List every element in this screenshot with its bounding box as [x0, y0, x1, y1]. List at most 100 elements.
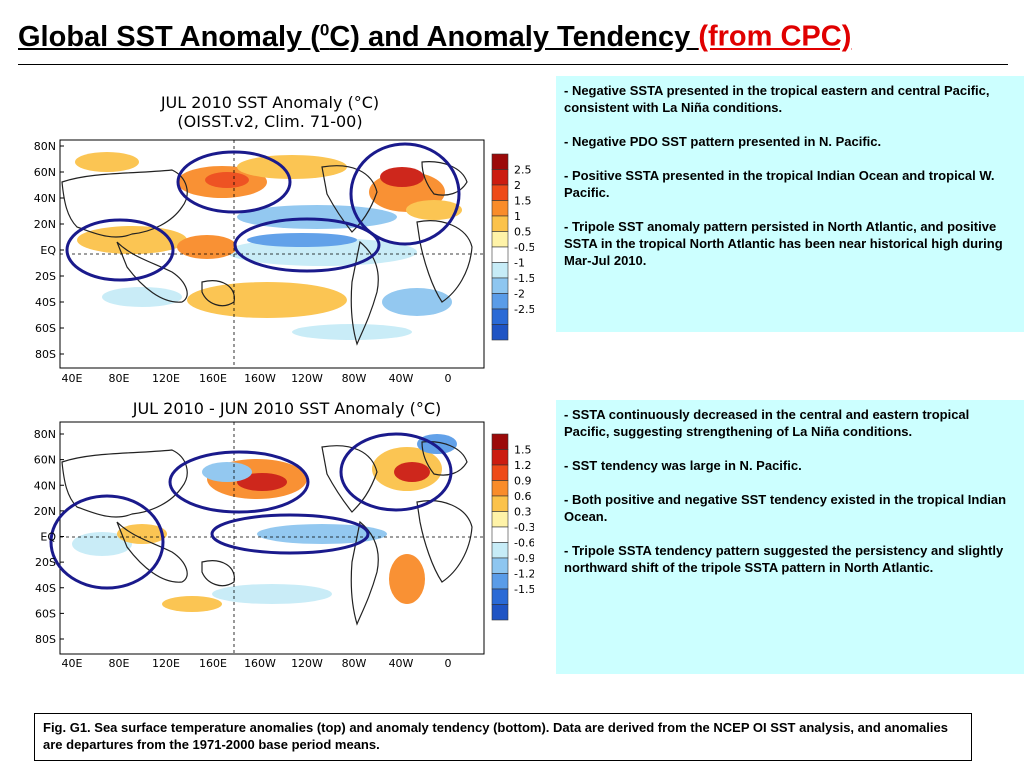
- legend-label: -1.5: [514, 272, 534, 285]
- bottom-notes-box: - SSTA continuously decreased in the cen…: [556, 400, 1024, 674]
- slide-title: Global SST Anomaly (0C) and Anomaly Tend…: [18, 20, 851, 54]
- legend-label: -1: [514, 257, 525, 270]
- lat-label: 80N: [34, 140, 56, 153]
- bottom-map-area: 80N 60N 40N 20N EQ 20S 40S 60S 80S 40E 80E 120E 160…: [34, 422, 484, 670]
- legend-label: 0.9: [514, 475, 532, 488]
- legend-label: 2: [514, 179, 521, 192]
- lat-label: 20S: [35, 270, 56, 283]
- legend-label: 2.5: [514, 164, 532, 177]
- legend-label: 1.5: [514, 195, 532, 208]
- lat-label: 60N: [34, 454, 56, 467]
- lon-label: 40W: [389, 372, 414, 385]
- bottom-note-3: - Both positive and negative SST tendenc…: [564, 491, 1012, 525]
- lat-label: 40N: [34, 479, 56, 492]
- figure-caption: Fig. G1. Sea surface temperature anomali…: [34, 713, 972, 761]
- lat-label: 20S: [35, 556, 56, 569]
- lon-label: 40E: [62, 657, 83, 670]
- lon-label: 160W: [244, 657, 276, 670]
- lat-label: 20N: [34, 505, 56, 518]
- bottom-note-1: - SSTA continuously decreased in the cen…: [564, 406, 1012, 440]
- legend-swatch: [492, 294, 508, 310]
- legend-label: 1.2: [514, 459, 532, 472]
- lat-label: EQ: [40, 531, 56, 544]
- legend-swatch: [492, 434, 508, 450]
- slide-title-source: (from CPC): [698, 21, 851, 53]
- bottom-map-legend: 1.5 1.2 0.9 0.6 0.3 -0.3 -0.6 -0.9 -1.2 -1.5: [492, 434, 534, 620]
- legend-swatch: [492, 496, 508, 512]
- legend-label: 0.3: [514, 506, 532, 519]
- top-sst-anomaly-map: JUL 2010 SST Anomaly (°C) (OISST.v2, Cli…: [22, 82, 534, 388]
- legend-swatch: [492, 232, 508, 248]
- top-note-1: - Negative SSTA presented in the tropica…: [564, 82, 1012, 116]
- lon-label: 80E: [109, 372, 130, 385]
- lat-label: 40N: [34, 192, 56, 205]
- lon-label: 160E: [199, 372, 227, 385]
- lon-label: 0: [445, 657, 452, 670]
- legend-swatch: [492, 605, 508, 621]
- lat-label: 20N: [34, 218, 56, 231]
- top-map-lon-labels: 40E 80E 120E 160E 160W 120W 80W 40W 0: [62, 372, 452, 385]
- lon-label: 120W: [291, 657, 323, 670]
- lat-label: 40S: [35, 582, 56, 595]
- lon-label: 120W: [291, 372, 323, 385]
- lon-label: 80W: [342, 657, 367, 670]
- lon-label: 160E: [199, 657, 227, 670]
- lon-label: 40W: [389, 657, 414, 670]
- legend-swatch: [492, 481, 508, 497]
- legend-label: 1: [514, 210, 521, 223]
- lat-label: EQ: [40, 244, 56, 257]
- lat-label: 60S: [35, 322, 56, 335]
- top-map-legend: 2.5 2 1.5 1 0.5 -0.5 -1 -1.5 -2 -2.5: [492, 154, 534, 340]
- top-notes-box: - Negative SSTA presented in the tropica…: [556, 76, 1024, 332]
- legend-swatch: [492, 170, 508, 186]
- lat-label: 60S: [35, 607, 56, 620]
- top-map-title-line2: (OISST.v2, Clim. 71-00): [177, 112, 362, 131]
- slide-title-main: Global SST Anomaly (0C) and Anomaly Tend…: [18, 21, 698, 53]
- legend-swatch: [492, 263, 508, 279]
- legend-swatch: [492, 574, 508, 590]
- bottom-note-2: - SST tendency was large in N. Pacific.: [564, 457, 1012, 474]
- legend-swatch: [492, 278, 508, 294]
- top-map-area: 80N60N40N20NEQ20S40S60S80S 40E 80E 120E 160…: [34, 140, 484, 385]
- legend-label: 1.5: [514, 444, 532, 457]
- bottom-map-title: JUL 2010 - JUN 2010 SST Anomaly (°C): [132, 399, 441, 418]
- legend-swatch: [492, 527, 508, 543]
- lon-label: 0: [445, 372, 452, 385]
- legend-swatch: [492, 216, 508, 232]
- bottom-map-lat-labels: 80N 60N 40N 20N EQ 20S 40S 60S 80S: [34, 428, 64, 646]
- legend-label: -2.5: [514, 303, 534, 316]
- lat-label: 40S: [35, 296, 56, 309]
- legend-swatch: [492, 450, 508, 466]
- lon-label: 160W: [244, 372, 276, 385]
- legend-label: -0.6: [514, 537, 534, 550]
- legend-swatch: [492, 558, 508, 574]
- top-note-4: - Tripole SST anomaly pattern persisted …: [564, 218, 1012, 269]
- legend-swatch: [492, 325, 508, 341]
- legend-swatch: [492, 185, 508, 201]
- bottom-note-4: - Tripole SSTA tendency pattern suggeste…: [564, 542, 1012, 576]
- legend-swatch: [492, 154, 508, 170]
- top-note-3: - Positive SSTA presented in the tropica…: [564, 167, 1012, 201]
- legend-label: 0.5: [514, 226, 532, 239]
- legend-swatch: [492, 543, 508, 559]
- top-note-2: - Negative PDO SST pattern presented in …: [564, 133, 1012, 150]
- lat-label: 80S: [35, 348, 56, 361]
- bottom-sst-tendency-map: JUL 2010 - JUN 2010 SST Anomaly (°C): [22, 394, 534, 690]
- legend-label: -1.2: [514, 568, 534, 581]
- lon-label: 120E: [152, 657, 180, 670]
- bottom-map-lon-labels: 40E 80E 120E 160E 160W 120W 80W 40W 0: [62, 657, 452, 670]
- legend-swatch: [492, 309, 508, 325]
- legend-label: -2: [514, 288, 525, 301]
- legend-swatch: [492, 512, 508, 528]
- legend-swatch: [492, 201, 508, 217]
- legend-label: -1.5: [514, 583, 534, 596]
- lat-label: 80N: [34, 428, 56, 441]
- lon-label: 40E: [62, 372, 83, 385]
- legend-swatch: [492, 247, 508, 263]
- legend-swatch: [492, 589, 508, 605]
- lat-label: 60N: [34, 166, 56, 179]
- top-map-title-line1: JUL 2010 SST Anomaly (°C): [160, 93, 379, 112]
- lon-label: 80E: [109, 657, 130, 670]
- title-divider: [18, 64, 1008, 65]
- top-map-lat-labels: 80N 60N 40N 20N EQ 20S 40S 60S 80S: [34, 140, 64, 361]
